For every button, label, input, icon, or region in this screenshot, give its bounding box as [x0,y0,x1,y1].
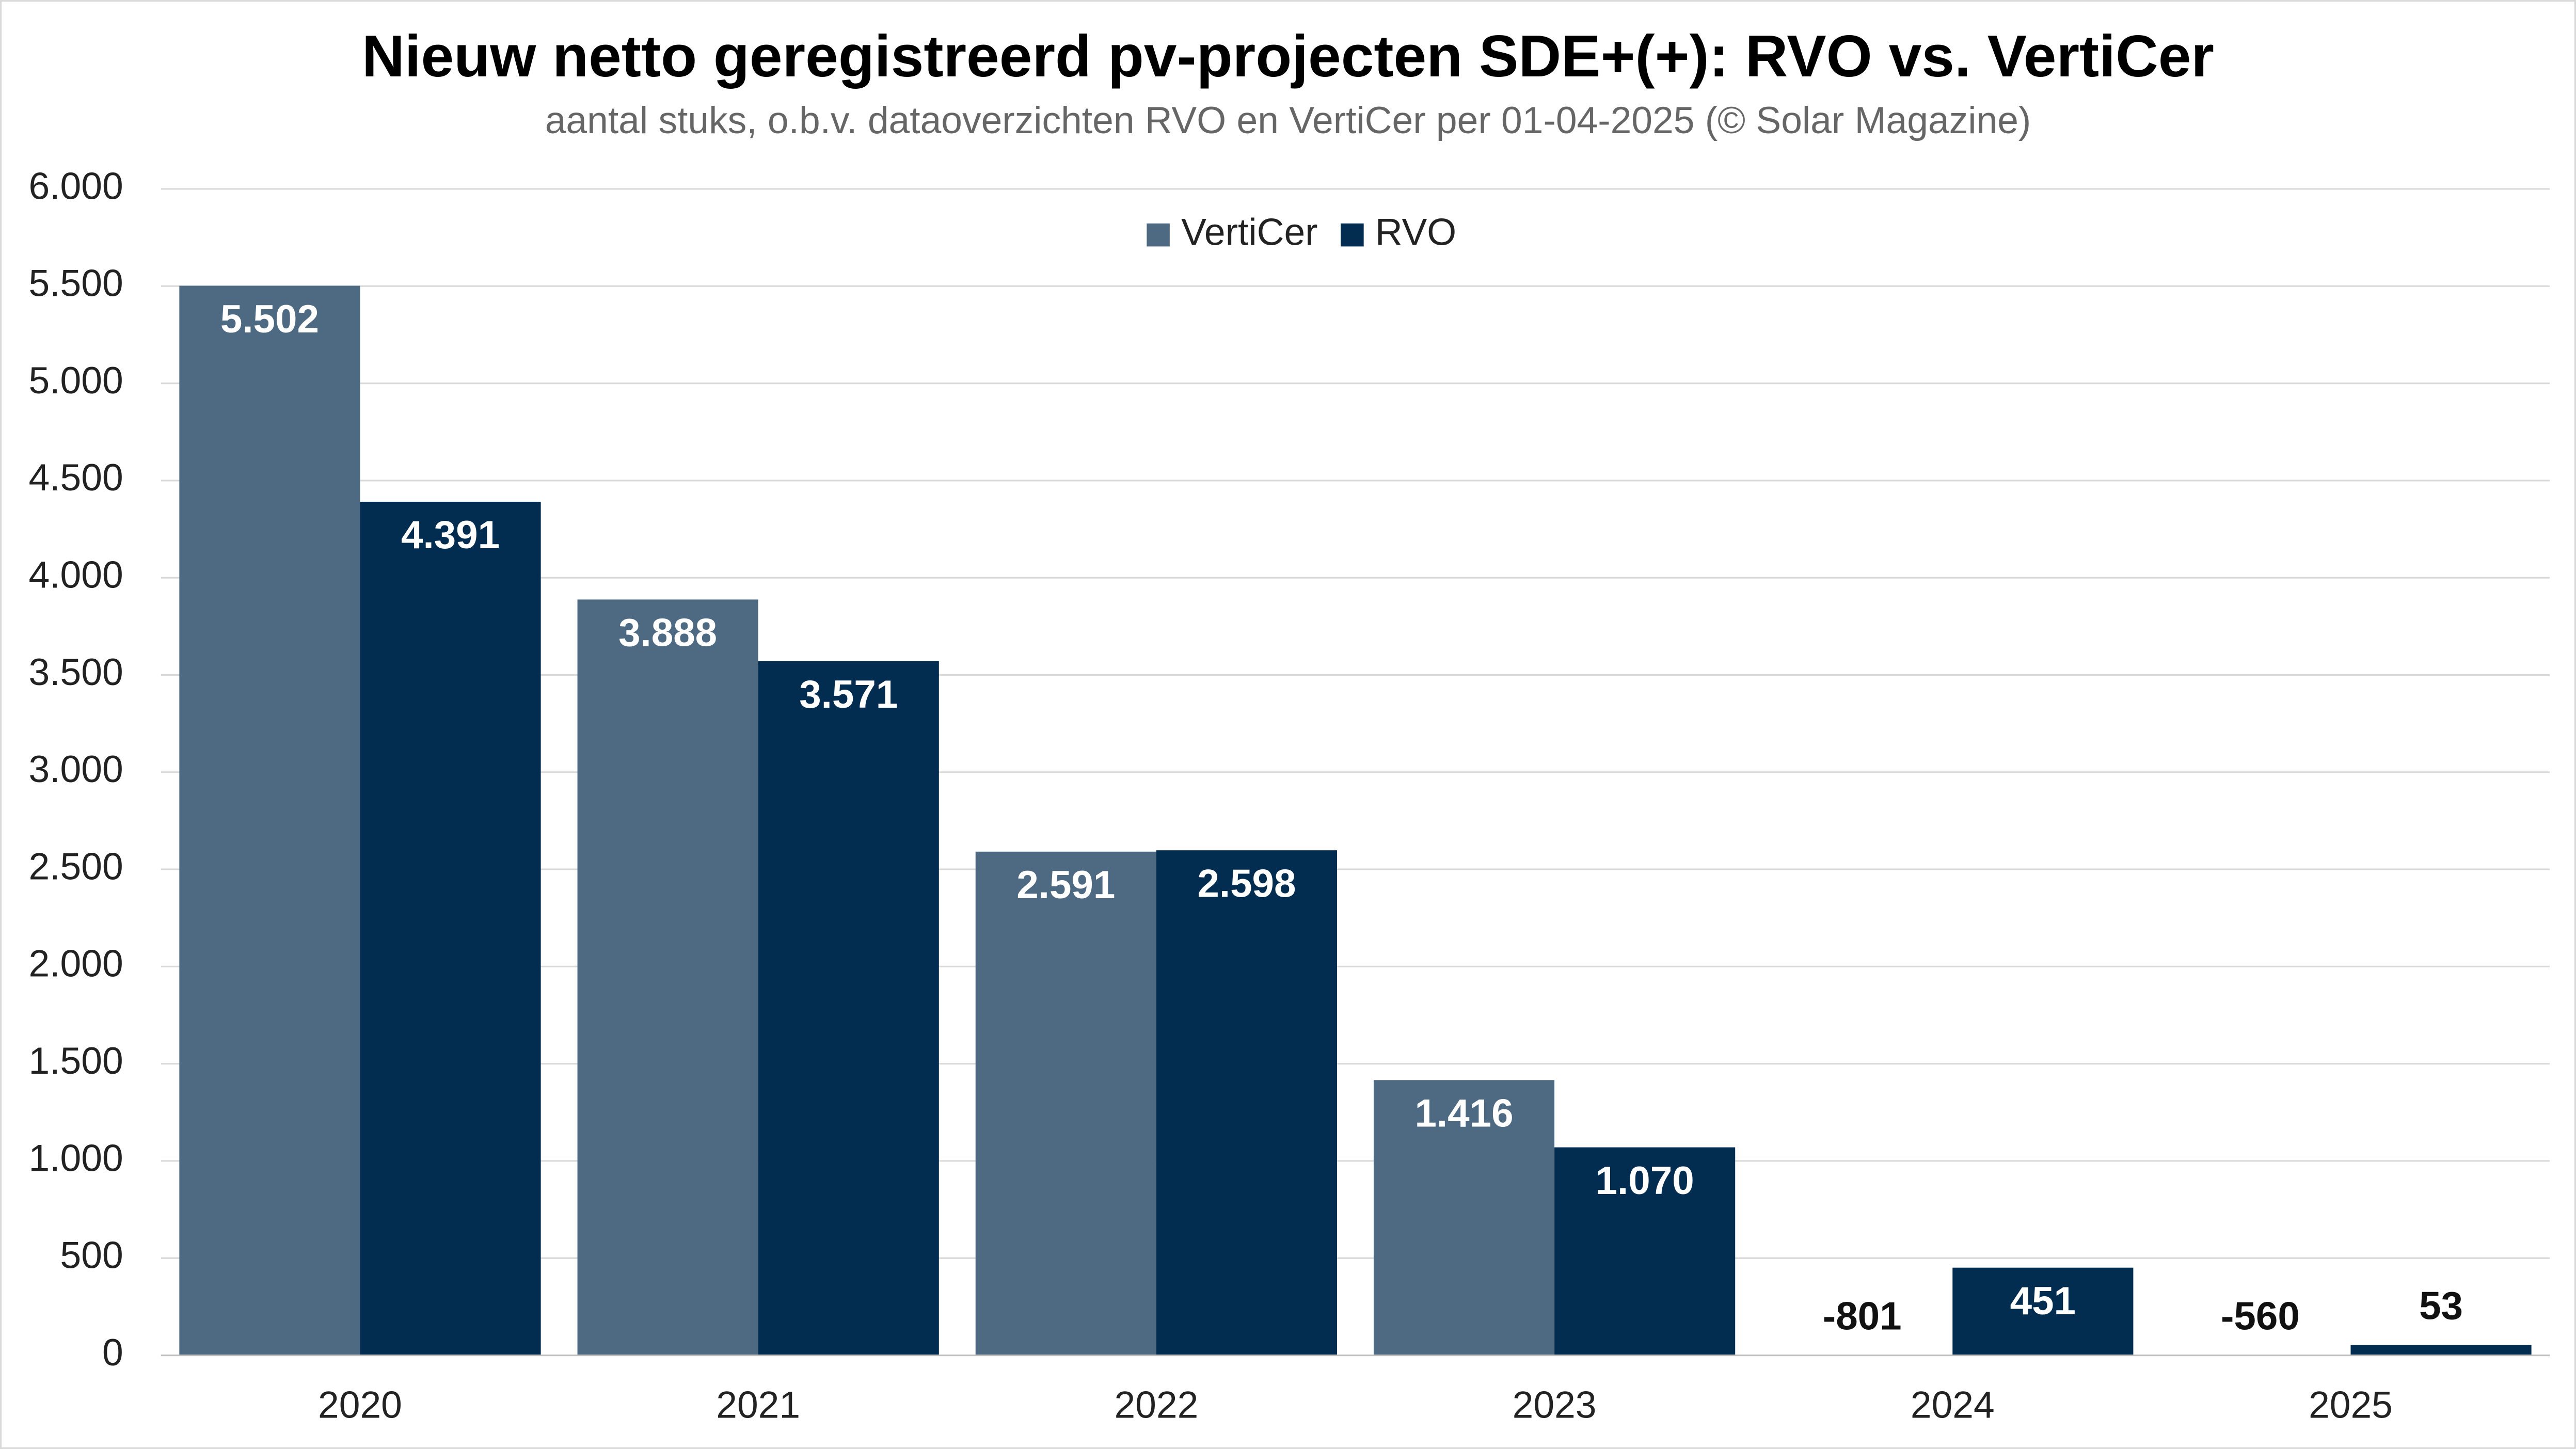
y-tick-label: 0 [102,1331,123,1374]
y-tick-label: 4.500 [29,456,123,499]
y-tick-label: 1.500 [29,1040,123,1082]
bar [975,851,1156,1356]
data-label: 5.502 [220,297,319,341]
data-label: 2.598 [1197,862,1296,905]
y-tick-label: 5.500 [29,262,123,305]
y-tick-label: 5.000 [29,359,123,402]
y-tick-label: 500 [60,1234,123,1277]
bar [1554,1147,1736,1356]
bar [1952,1267,2134,1356]
x-tick-label: 2025 [2309,1384,2393,1426]
data-label: -801 [1823,1295,1902,1339]
data-label: 1.416 [1414,1091,1513,1135]
data-label: 4.391 [401,513,500,557]
x-tick-label: 2023 [1513,1384,1597,1426]
y-tick-label: 4.000 [29,554,123,596]
data-label: 451 [2010,1279,2076,1323]
bar [179,285,360,1356]
bar [2350,1345,2532,1356]
bar [1156,850,1338,1356]
bar [1373,1080,1555,1356]
legend-label: VertiCer [1181,211,1317,253]
data-label: 3.571 [799,673,898,716]
data-label: 3.888 [618,611,717,655]
y-tick-label: 6.000 [29,165,123,207]
data-label: -560 [2221,1295,2300,1339]
chart-subtitle: aantal stuks, o.b.v. dataoverzichten RVO… [545,99,2031,141]
data-label: 53 [2419,1284,2463,1328]
legend-swatch [1147,223,1170,247]
legend-swatch [1341,223,1364,247]
chart-title: Nieuw netto geregistreerd pv-projecten S… [362,23,2214,89]
y-tick-label: 2.500 [29,845,123,887]
legend-label: RVO [1375,211,1456,253]
y-tick-label: 1.000 [29,1137,123,1179]
y-tick-label: 3.500 [29,651,123,693]
bar [758,661,939,1356]
bar [360,501,541,1356]
x-tick-label: 2022 [1114,1384,1198,1426]
y-tick-label: 2.000 [29,943,123,985]
bar [577,599,758,1356]
data-label: 1.070 [1596,1159,1694,1203]
x-tick-label: 2024 [1911,1384,1995,1426]
x-tick-label: 2020 [318,1384,402,1426]
y-tick-label: 3.000 [29,748,123,790]
data-label: 2.591 [1016,863,1115,907]
x-tick-label: 2021 [716,1384,800,1426]
